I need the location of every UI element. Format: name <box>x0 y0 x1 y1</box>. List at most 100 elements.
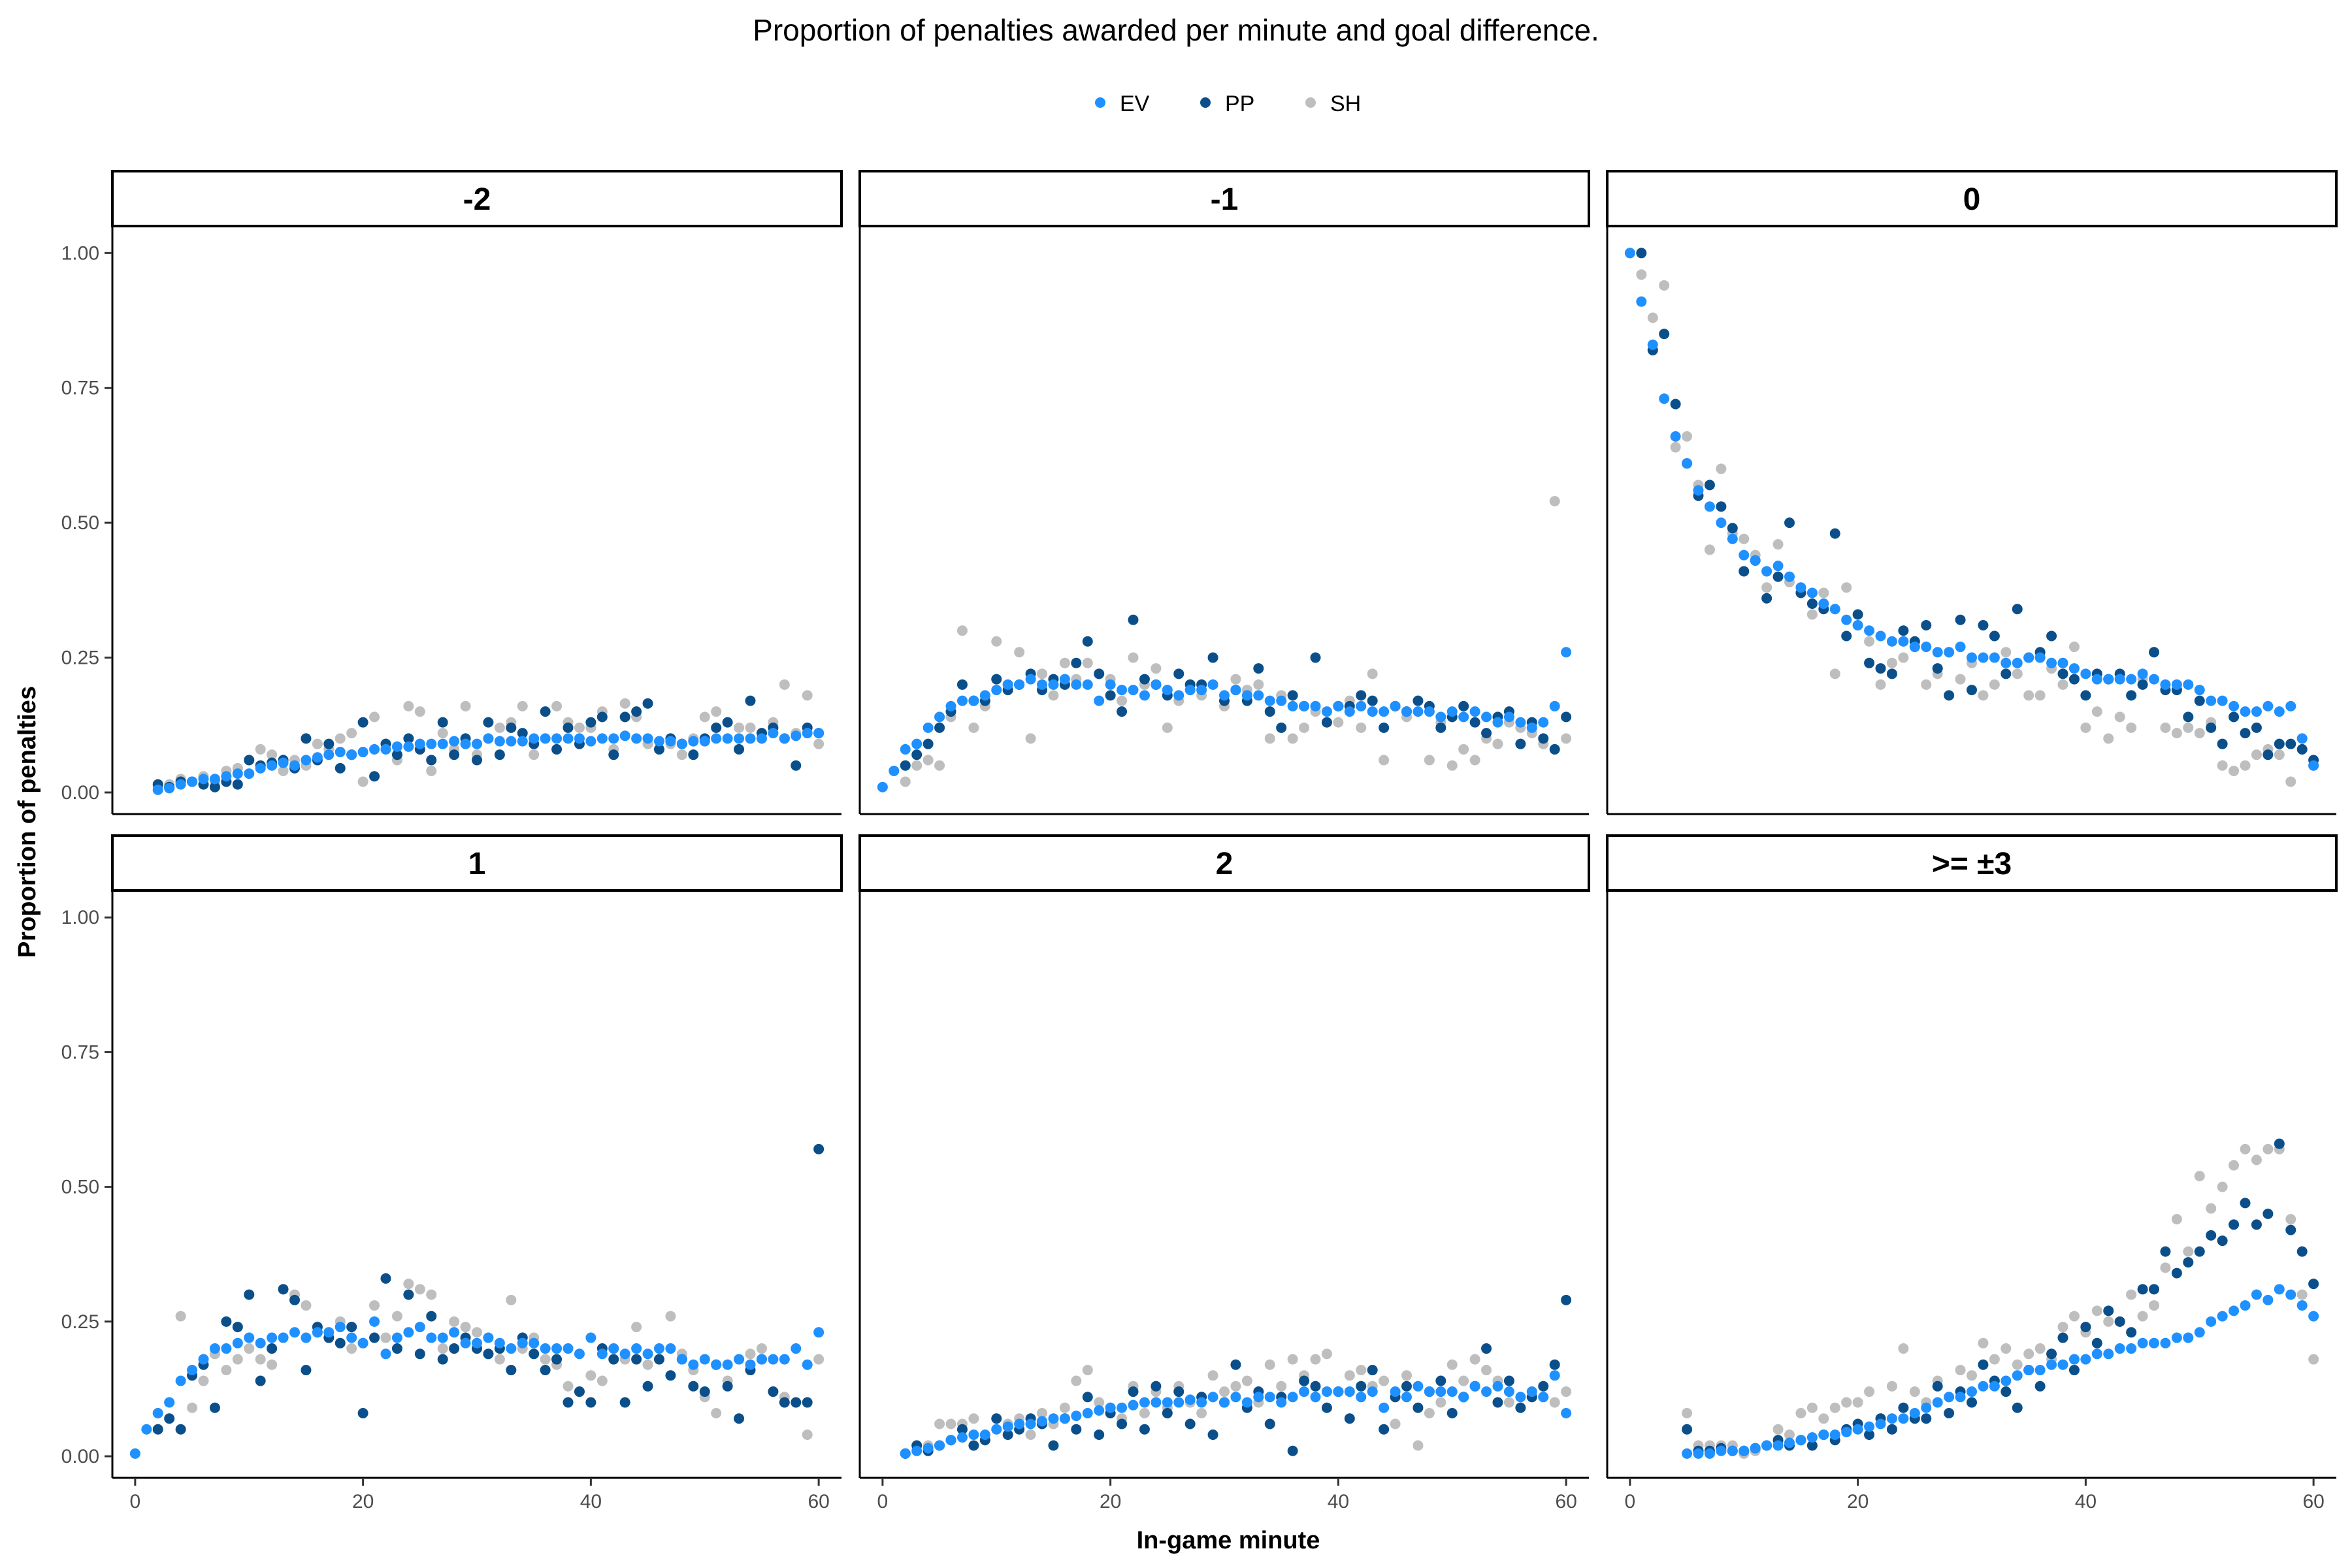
data-point-ev <box>1264 695 1275 706</box>
data-point-ev <box>1492 717 1503 728</box>
data-point-pp <box>1727 523 1738 534</box>
facet-strip-label: >= ±3 <box>1932 847 2012 881</box>
data-point-sh <box>1852 1397 1863 1408</box>
data-point-ev <box>357 1337 368 1348</box>
data-point-pp <box>1481 728 1492 739</box>
data-point-sh <box>1162 722 1173 733</box>
data-point-ev <box>1841 614 1852 625</box>
data-point-ev <box>802 728 813 739</box>
data-point-pp <box>1002 1429 1013 1441</box>
data-point-sh <box>426 765 437 776</box>
data-point-ev <box>1469 706 1480 717</box>
data-point-ev <box>244 1332 255 1343</box>
data-point-ev <box>403 741 414 752</box>
data-point-ev <box>1967 652 1977 663</box>
data-point-sh <box>255 743 266 755</box>
data-point-pp <box>1094 668 1105 679</box>
data-point-ev <box>437 1332 448 1343</box>
data-point-sh <box>1636 269 1647 280</box>
data-point-pp <box>2114 1316 2125 1327</box>
data-point-ev <box>563 733 574 744</box>
data-point-sh <box>1446 760 1458 771</box>
facet-panel: 0 <box>1606 170 2338 815</box>
data-point-ev <box>1173 1397 1184 1408</box>
facet-strip <box>111 170 843 227</box>
data-point-pp <box>1356 1380 1367 1392</box>
data-point-ev <box>472 738 482 749</box>
data-point-ev <box>968 695 979 706</box>
data-point-ev <box>676 738 687 749</box>
data-point-ev <box>357 747 368 758</box>
data-point-pp <box>1784 517 1795 529</box>
data-point-pp <box>1636 248 1647 259</box>
data-point-pp <box>711 722 722 733</box>
data-point-sh <box>676 749 687 760</box>
data-point-ev <box>1287 1392 1298 1403</box>
data-point-ev <box>1333 700 1344 711</box>
data-point-ev <box>1184 685 1196 696</box>
data-point-pp <box>1921 1413 1932 1424</box>
x-tick-label: 20 <box>1100 1491 1121 1512</box>
data-point-pp <box>2046 630 2057 642</box>
data-point-pp <box>1864 1429 1875 1441</box>
data-point-ev <box>1682 1448 1693 1459</box>
data-point-sh <box>1082 1365 1093 1376</box>
data-point-ev <box>1207 679 1218 690</box>
data-point-sh <box>1682 1408 1693 1419</box>
data-point-sh <box>1469 755 1480 766</box>
data-point-ev <box>1333 1386 1344 1397</box>
data-point-pp <box>1716 501 1727 512</box>
data-point-ev <box>1424 706 1435 717</box>
data-point-ev <box>1829 604 1840 615</box>
data-point-pp <box>1105 690 1116 701</box>
data-point-sh <box>956 625 968 636</box>
data-point-ev <box>1538 717 1549 728</box>
data-point-ev <box>734 1354 745 1365</box>
facet-strip-label: -2 <box>463 182 491 217</box>
data-point-pp <box>1128 614 1139 625</box>
data-point-ev <box>1059 674 1070 685</box>
data-point-ev <box>175 779 186 790</box>
data-point-pp <box>2274 738 2285 749</box>
data-point-ev <box>1184 1394 1196 1405</box>
data-point-ev <box>2137 668 2148 679</box>
data-point-ev <box>2149 674 2159 685</box>
data-point-sh <box>244 1343 255 1354</box>
data-point-pp <box>745 695 756 706</box>
data-point-pp <box>1379 722 1390 733</box>
data-point-sh <box>734 722 745 733</box>
data-point-sh <box>968 722 979 733</box>
data-point-sh <box>2194 1171 2205 1182</box>
data-point-pp <box>2251 722 2262 733</box>
data-point-sh <box>1898 1343 1909 1354</box>
data-point-sh <box>460 700 471 711</box>
data-point-pp <box>1492 1397 1503 1408</box>
data-point-pp <box>813 1143 825 1154</box>
data-point-pp <box>2285 1224 2296 1235</box>
data-point-pp <box>1852 609 1863 620</box>
data-point-sh <box>1561 733 1572 744</box>
data-point-ev <box>1693 485 1704 496</box>
data-point-pp <box>506 1365 517 1376</box>
data-point-pp <box>1458 700 1469 711</box>
data-point-ev <box>2285 1289 2296 1300</box>
data-point-pp <box>665 1370 676 1381</box>
data-point-ev <box>979 1429 990 1441</box>
data-point-pp <box>1207 1429 1218 1441</box>
data-point-ev <box>1048 1413 1059 1424</box>
chart-title: Proportion of penalties awarded per minu… <box>753 13 1599 47</box>
data-point-pp <box>1082 1392 1093 1403</box>
facet-strip <box>1606 170 2338 227</box>
data-point-ev <box>688 736 699 747</box>
data-point-ev <box>1784 1437 1795 1448</box>
data-point-pp <box>2194 695 2205 706</box>
data-point-pp <box>2001 1386 2012 1397</box>
data-point-ev <box>301 1332 312 1343</box>
data-point-ev <box>1002 679 1013 690</box>
data-point-sh <box>1344 1370 1355 1381</box>
data-point-pp <box>779 1397 790 1408</box>
data-point-sh <box>1989 1354 2000 1365</box>
data-point-pp <box>1989 630 2000 642</box>
y-tick-label: 0.75 <box>61 1041 99 1063</box>
data-point-ev <box>2012 657 2023 668</box>
